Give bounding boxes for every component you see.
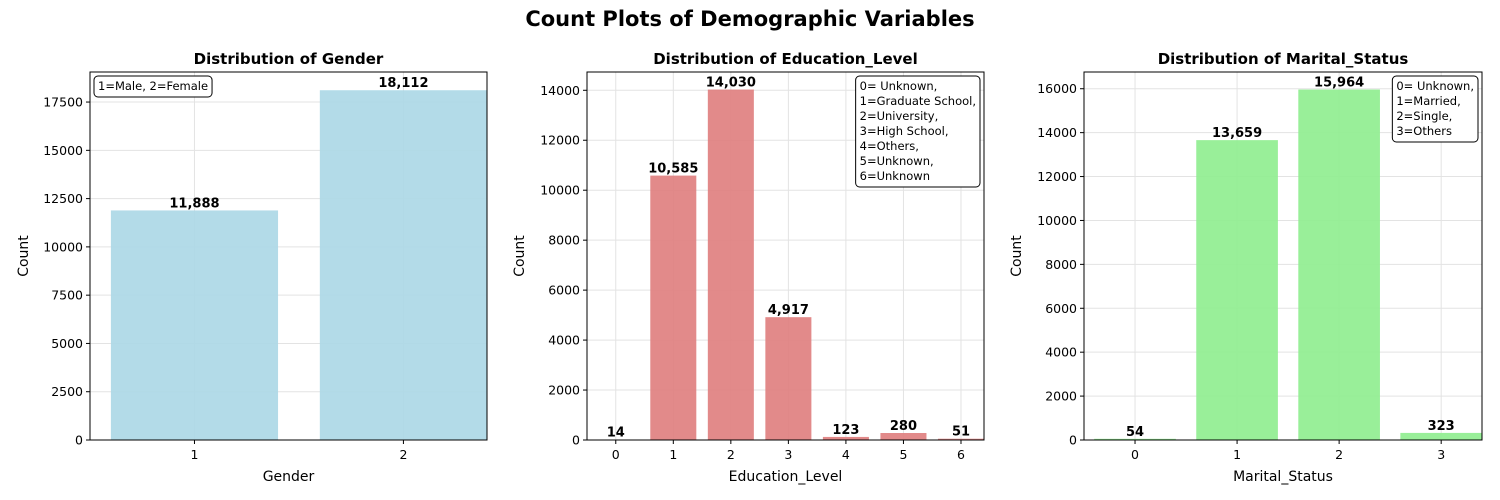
x-tick-label: 6 (957, 447, 965, 462)
chart-title: Distribution of Marital_Status (1158, 50, 1409, 68)
y-tick-label: 5000 (51, 336, 83, 351)
annotation-frame (93, 75, 213, 98)
annotation-line: 6=Unknown (860, 169, 930, 183)
y-tick-label: 4000 (1045, 345, 1077, 360)
bar-0 (1094, 438, 1176, 440)
x-axis-label: Gender (263, 469, 315, 485)
value-label: 51 (952, 425, 970, 440)
y-tick-label: 2000 (1045, 389, 1077, 404)
annotation-line: 2=University, (860, 109, 939, 123)
y-tick-label: 12500 (43, 191, 83, 206)
x-tick-label: 0 (612, 447, 620, 462)
annotation-line: 1=Married, (1396, 94, 1460, 108)
bar-1 (1196, 140, 1278, 440)
y-tick-label: 8000 (1045, 257, 1077, 272)
annotation-line: 2=Single, (1396, 109, 1452, 123)
annotation-frame (855, 75, 981, 188)
y-tick-label: 17500 (43, 95, 83, 110)
y-tick-label: 12000 (540, 133, 580, 148)
x-tick-label: 1 (190, 447, 198, 462)
annotation-line: 4=Others, (860, 139, 919, 153)
bar-5 (880, 433, 927, 440)
annotation-box: 0= Unknown,1=Graduate School,2=Universit… (855, 75, 981, 188)
x-tick-label: 4 (842, 447, 850, 462)
chart-panel-3: 54 13,659 15,964 323 0 2000 4000 6000 8000 10000 1… (1009, 50, 1483, 485)
y-tick-label: 15000 (43, 143, 83, 158)
y-tick-label: 10000 (540, 183, 580, 198)
bar-2 (319, 90, 487, 441)
y-axis-label: Count (1009, 235, 1025, 277)
value-label: 18,112 (378, 76, 428, 91)
x-tick-label: 5 (899, 447, 907, 462)
x-tick-label: 2 (1335, 447, 1343, 462)
y-axis-label: Count (16, 235, 32, 277)
bar-4 (822, 436, 869, 440)
annotation-line: 1=Graduate School, (860, 94, 976, 108)
bar-1 (110, 210, 279, 440)
y-tick-label: 10000 (43, 239, 83, 254)
value-label: 14 (607, 426, 625, 441)
chart-panel-1: 11,888 18,112 0 2500 5000 7500 10000 12500 15000… (16, 50, 488, 485)
x-tick-label: 1 (1233, 447, 1241, 462)
x-tick-label: 3 (784, 447, 792, 462)
bar-1 (650, 175, 697, 440)
bar-3 (765, 317, 812, 440)
y-tick-label: 16000 (1037, 81, 1077, 96)
x-tick-label: 3 (1437, 447, 1445, 462)
y-tick-label: 0 (572, 433, 580, 448)
annotation-line: 3=Others (1396, 124, 1452, 138)
annotation-frame (1391, 75, 1479, 143)
chart-title: Distribution of Gender (194, 50, 384, 68)
y-tick-label: 14000 (1037, 125, 1077, 140)
plot-frame (586, 71, 985, 441)
y-axis-label: Count (512, 235, 528, 277)
x-axis-label: Education_Level (729, 469, 843, 485)
x-tick-label: 2 (399, 447, 407, 462)
value-label: 15,964 (1314, 76, 1364, 91)
plot-frame (1083, 71, 1483, 441)
value-label: 14,030 (706, 76, 756, 91)
bar-2 (707, 89, 754, 440)
y-tick-label: 14000 (540, 83, 580, 98)
value-label: 13,659 (1212, 126, 1262, 141)
value-label: 4,917 (768, 303, 809, 318)
value-label: 54 (1126, 425, 1144, 440)
y-tick-label: 10000 (1037, 213, 1077, 228)
annotation-box: 0= Unknown,1=Married,2=Single,3=Others (1391, 75, 1479, 143)
y-tick-label: 0 (1069, 433, 1077, 448)
value-label: 280 (890, 419, 917, 434)
plot-frame (89, 71, 488, 441)
y-tick-label: 2000 (548, 383, 580, 398)
annotation-line: 0= Unknown, (860, 79, 938, 93)
x-tick-label: 1 (669, 447, 677, 462)
figure-title: Count Plots of Demographic Variables (525, 7, 974, 31)
value-label: 323 (1428, 419, 1455, 434)
bar-3 (1400, 432, 1482, 440)
annotation-line: 0= Unknown, (1396, 79, 1474, 93)
annotation-line: 3=High School, (860, 124, 949, 138)
y-tick-label: 6000 (1045, 301, 1077, 316)
y-tick-label: 2500 (51, 384, 83, 399)
value-label: 123 (832, 423, 859, 438)
chart-title: Distribution of Education_Level (653, 50, 918, 68)
x-axis-label: Marital_Status (1233, 469, 1333, 485)
annotation-box: 1=Male, 2=Female (93, 75, 213, 98)
y-tick-label: 4000 (548, 333, 580, 348)
y-tick-label: 6000 (548, 283, 580, 298)
x-tick-label: 0 (1131, 447, 1139, 462)
annotation-line: 5=Unknown, (860, 154, 934, 168)
value-label: 11,888 (169, 196, 219, 211)
value-label: 10,585 (648, 162, 698, 177)
y-tick-label: 7500 (51, 288, 83, 303)
bar-6 (937, 438, 984, 440)
y-tick-label: 8000 (548, 233, 580, 248)
y-tick-label: 0 (75, 433, 83, 448)
bar-2 (1298, 89, 1380, 441)
x-tick-label: 2 (727, 447, 735, 462)
annotation-line: 1=Male, 2=Female (98, 79, 208, 93)
y-tick-label: 12000 (1037, 169, 1077, 184)
